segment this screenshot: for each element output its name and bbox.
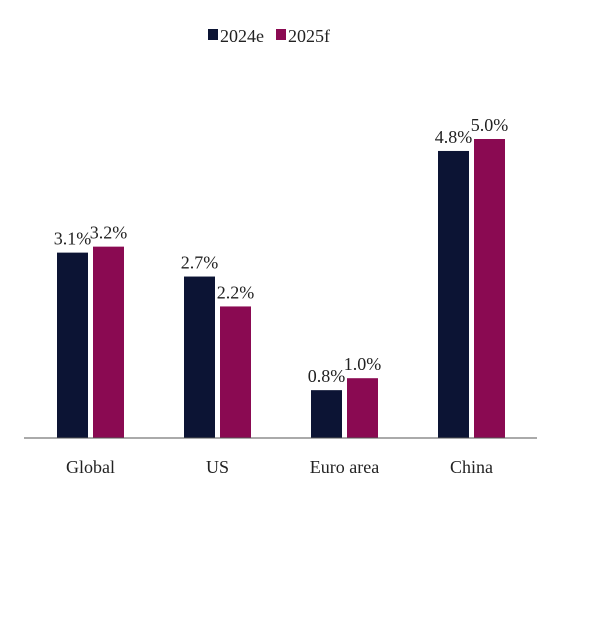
bar-2024e-us (184, 276, 215, 438)
data-label: 2.2% (217, 282, 255, 302)
x-tick-label: Global (66, 457, 115, 477)
bar-2025f-china (474, 139, 505, 438)
bar-2025f-global (93, 246, 124, 438)
data-label: 2.7% (181, 253, 219, 273)
legend-label-2024e: 2024e (220, 26, 264, 46)
bar-2024e-china (438, 150, 469, 438)
data-label: 5.0% (471, 115, 509, 135)
data-label: 4.8% (435, 127, 473, 147)
legend-label-2025f: 2025f (288, 26, 330, 46)
data-label: 0.8% (308, 366, 346, 386)
legend-swatch-2024e (208, 29, 218, 40)
bar-2025f-euro-area (347, 378, 378, 438)
bar-2024e-global (57, 252, 88, 438)
data-label: 3.1% (54, 229, 92, 249)
bar-2025f-us (220, 306, 251, 438)
data-label: 3.2% (90, 223, 128, 243)
bar-2024e-euro-area (311, 390, 342, 438)
data-label: 1.0% (344, 354, 382, 374)
x-tick-label: China (450, 457, 493, 477)
legend-swatch-2025f (276, 29, 286, 40)
x-tick-label: Euro area (310, 457, 379, 477)
x-tick-label: US (206, 457, 229, 477)
